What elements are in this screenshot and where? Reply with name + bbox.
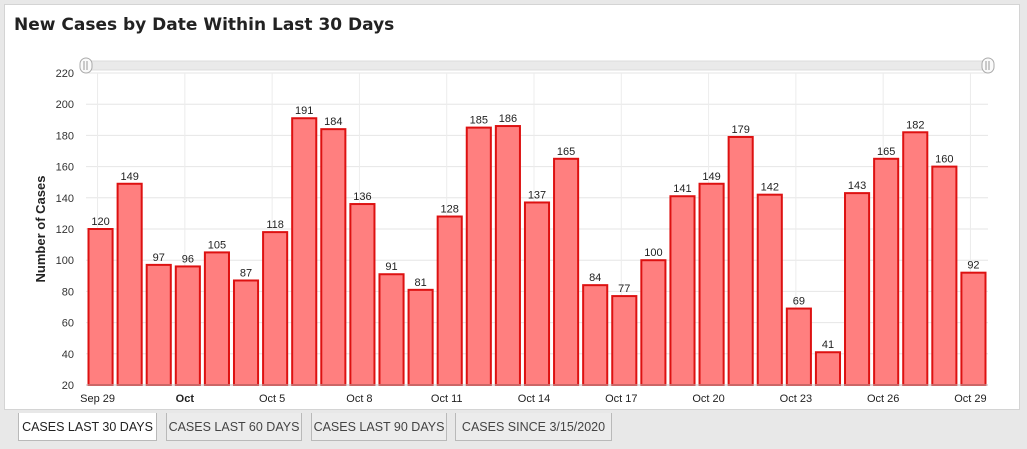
bar-value-label: 142 [761, 182, 779, 194]
bar-value-label: 191 [295, 105, 313, 117]
y-tick-label: 120 [56, 224, 74, 236]
bar-value-label: 165 [557, 146, 575, 158]
bar[interactable] [698, 182, 725, 386]
x-tick-label: Oct 11 [431, 393, 463, 405]
bars-group: 120 149 97 96 105 87 118 191 184 136 91 81 128 185 186… [87, 105, 987, 387]
bar[interactable] [378, 273, 405, 386]
y-tick-label: 220 [56, 68, 74, 80]
bar[interactable] [727, 135, 754, 386]
bar-value-label: 182 [906, 119, 924, 131]
y-tick-label: 80 [62, 286, 74, 298]
bar-chart: 20 40 60 80 100 120 140 160 180 200 220 120 149 97 96… [33, 57, 995, 405]
bar-value-label: 185 [470, 115, 488, 127]
bar[interactable] [291, 117, 318, 387]
x-tick-label: Oct 8 [346, 393, 372, 405]
bar[interactable] [611, 295, 638, 386]
bar[interactable] [116, 182, 143, 386]
bar-value-label: 149 [702, 171, 720, 183]
x-tick-label: Oct 26 [867, 393, 899, 405]
y-tick-label: 40 [62, 349, 74, 361]
x-tick-label: Oct 5 [259, 393, 285, 405]
bar-value-label: 137 [528, 189, 546, 201]
bar[interactable] [640, 259, 667, 387]
bar-value-label: 165 [877, 146, 895, 158]
bar[interactable] [87, 228, 114, 386]
y-tick-label: 180 [56, 130, 74, 142]
bar[interactable] [349, 203, 376, 386]
bar[interactable] [902, 131, 929, 386]
bar-value-label: 87 [240, 267, 252, 279]
bar[interactable] [232, 279, 260, 387]
bar[interactable] [465, 126, 492, 386]
bar-value-label: 160 [935, 154, 953, 166]
bar-value-label: 149 [120, 171, 138, 183]
bar[interactable] [174, 265, 201, 386]
x-tick-label: Oct 29 [954, 393, 986, 405]
bar-value-label: 179 [731, 124, 749, 136]
bar[interactable] [436, 215, 463, 386]
chart-title: New Cases by Date Within Last 30 Days [14, 15, 395, 35]
bar-value-label: 100 [644, 247, 662, 259]
bar-value-label: 136 [353, 191, 371, 203]
bar-value-label: 96 [182, 253, 194, 265]
bar[interactable] [873, 157, 900, 386]
scrollbar-right-handle[interactable] [981, 57, 995, 74]
bar-value-label: 92 [967, 260, 979, 272]
bar-value-label: 97 [153, 252, 165, 264]
bar[interactable] [494, 125, 521, 386]
tab-cases-last-90-days[interactable]: CASES LAST 90 DAYS [311, 413, 447, 441]
y-tick-label: 160 [56, 162, 74, 174]
bar-value-label: 91 [385, 261, 397, 273]
bar-value-label: 84 [589, 272, 601, 284]
y-axis-title: Number of Cases [33, 176, 48, 283]
bar-value-label: 41 [822, 339, 834, 351]
bar[interactable] [553, 157, 580, 386]
bar-value-label: 118 [266, 219, 284, 231]
x-tick-label: Oct 20 [692, 393, 724, 405]
bar-value-label: 184 [324, 116, 342, 128]
bar-value-label: 69 [793, 296, 805, 308]
bar[interactable] [203, 251, 230, 386]
tab-cases-last-60-days[interactable]: CASES LAST 60 DAYS [166, 413, 302, 441]
bar[interactable] [669, 195, 696, 386]
x-tick-label: Oct 14 [518, 393, 550, 405]
bar-value-label: 141 [673, 183, 691, 195]
bar[interactable] [523, 201, 551, 386]
bar[interactable] [931, 165, 958, 386]
bar[interactable] [960, 271, 987, 386]
x-tick-label: Oct 17 [605, 393, 637, 405]
x-tick-label: Sep 29 [80, 393, 115, 405]
scrollbar-left-handle[interactable] [79, 57, 93, 74]
y-axis: 20 40 60 80 100 120 140 160 180 200 220 [56, 68, 74, 392]
x-tick-label: Oct 23 [780, 393, 812, 405]
bar-value-label: 143 [848, 180, 866, 192]
y-tick-label: 60 [62, 318, 74, 330]
bar[interactable] [407, 288, 434, 386]
bar[interactable] [582, 284, 609, 386]
bar-value-label: 186 [499, 113, 517, 125]
tab-cases-last-30-days[interactable]: CASES LAST 30 DAYS [18, 413, 157, 441]
bar-value-label: 77 [618, 283, 630, 295]
scrollbar-track[interactable] [85, 60, 989, 71]
bar-value-label: 128 [441, 204, 459, 216]
bar[interactable] [814, 351, 842, 386]
bar[interactable] [320, 128, 347, 386]
y-tick-label: 140 [56, 193, 74, 205]
bar-value-label: 105 [208, 239, 226, 251]
bar[interactable] [844, 192, 871, 386]
bar[interactable] [145, 263, 172, 387]
range-scrollbar[interactable] [79, 57, 995, 74]
y-tick-label: 100 [56, 255, 74, 267]
bar[interactable] [785, 307, 812, 386]
bar-value-label: 81 [414, 277, 426, 289]
bar[interactable] [262, 231, 289, 386]
x-axis: Sep 29 Oct Oct 5 Oct 8 Oct 11 Oct 14 Oct 17 Oct… [80, 384, 988, 405]
bar[interactable] [756, 193, 783, 386]
y-tick-label: 200 [56, 99, 74, 111]
x-tick-label: Oct [176, 393, 195, 405]
bar-value-label: 120 [91, 216, 109, 228]
y-tick-label: 20 [62, 380, 74, 392]
tab-cases-since-3-15-2020[interactable]: CASES SINCE 3/15/2020 [455, 413, 612, 441]
